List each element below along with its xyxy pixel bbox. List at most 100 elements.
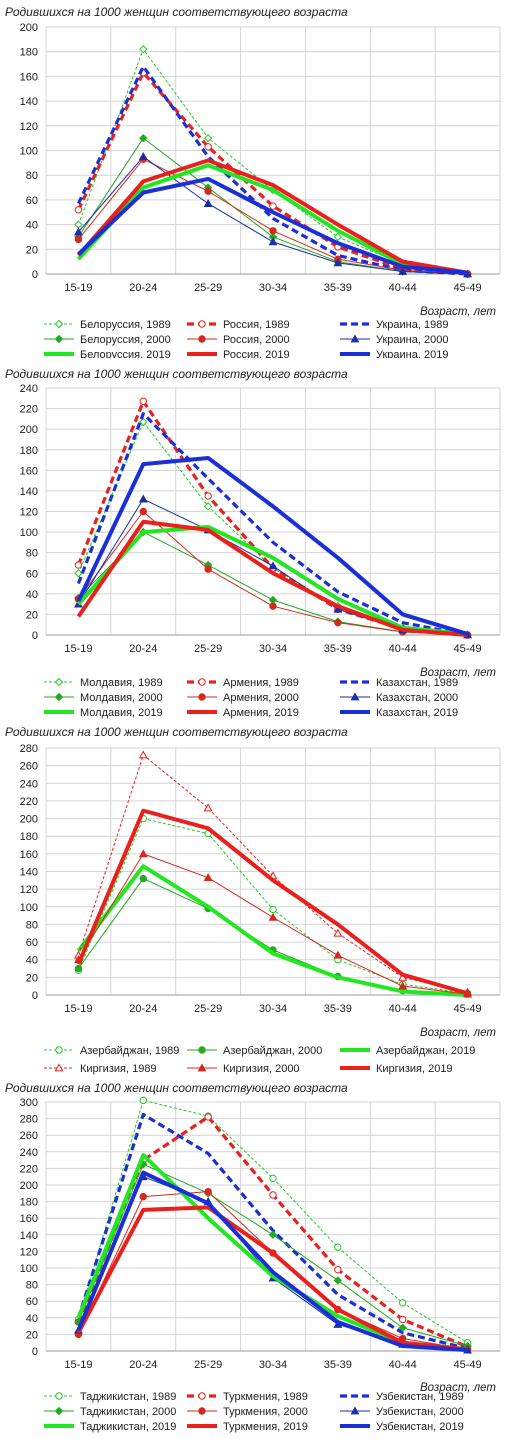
x-tick-label: 30-34 [259, 643, 287, 655]
legend-label: Казахстан, 2000 [376, 692, 458, 704]
y-tick-label: 140 [20, 1230, 38, 1242]
legend-label: Россия, 2019 [223, 349, 290, 358]
series-3 [73, 750, 473, 996]
data-point [268, 237, 278, 246]
legend-label: Украина, 2019 [376, 349, 448, 358]
data-point [268, 561, 278, 570]
data-point [74, 569, 83, 578]
chart-moldova-armenia-kazakhstan: Родившихся на 1000 женщин соответствующе… [5, 367, 501, 719]
x-tick-label: 25-29 [194, 282, 222, 294]
y-tick-label: 120 [20, 507, 38, 519]
x-axis-label: Возраст, лет [420, 667, 496, 679]
data-point [138, 152, 148, 161]
y-tick-label: 180 [20, 445, 38, 457]
legend-marker [350, 1406, 360, 1415]
x-axis-label: Возраст, лет [420, 1027, 496, 1039]
legend-label: Таджикистан, 1989 [80, 1391, 176, 1403]
legend-label: Украина, 2000 [376, 334, 448, 346]
legend: Таджикистан, 1989 Туркмения, 1989 Узбекист… [44, 1391, 464, 1433]
chart-belarus-russia-ukraine: Родившихся на 1000 женщин соответствующе… [5, 5, 501, 358]
series-4 [73, 849, 473, 998]
x-tick-label: 15-19 [64, 282, 92, 294]
data-point [74, 206, 83, 214]
y-tick-label: 240 [20, 383, 38, 395]
y-tick-label: 220 [20, 1163, 38, 1175]
y-tick-label: 80 [26, 919, 38, 931]
y-tick-label: 60 [26, 195, 38, 207]
y-tick-label: 160 [20, 71, 38, 83]
y-tick-label: 140 [20, 96, 38, 108]
y-tick-label: 100 [20, 527, 38, 539]
legend-label: Туркмения, 2019 [223, 1421, 308, 1433]
y-tick-label: 100 [20, 146, 38, 158]
data-point [139, 45, 148, 54]
legend-marker [198, 1392, 206, 1400]
legend-label: Туркмения, 2000 [223, 1406, 308, 1418]
x-tick-label: 35-39 [324, 282, 352, 294]
data-point [334, 1243, 342, 1251]
x-tick-label: 40-44 [389, 643, 417, 655]
legend-label: Армения, 2019 [223, 707, 299, 719]
legend-label: Узбекистан, 2000 [376, 1406, 464, 1418]
y-tick-label: 140 [20, 486, 38, 498]
legend-label: Белоруссия, 2000 [80, 334, 171, 346]
x-tick-label: 35-39 [324, 643, 352, 655]
y-tick-label: 0 [32, 269, 38, 281]
data-point [204, 187, 212, 195]
legend-marker [350, 692, 360, 701]
chart-title: Родившихся на 1000 женщин соответствующе… [5, 367, 348, 381]
data-point [139, 1096, 147, 1105]
legend-label: Белоруссия, 1989 [80, 319, 171, 331]
data-point [74, 561, 83, 569]
y-tick-label: 40 [26, 955, 38, 967]
y-tick-label: 60 [26, 1296, 38, 1308]
x-tick-label: 25-29 [194, 1003, 222, 1015]
x-tick-label: 25-29 [194, 643, 222, 655]
legend-marker [55, 1046, 63, 1054]
data-point [203, 198, 213, 207]
legend-label: Таджикистан, 2019 [80, 1421, 176, 1433]
y-tick-label: 20 [26, 972, 38, 984]
y-tick-label: 300 [20, 1097, 38, 1109]
series-3 [74, 527, 472, 640]
legend-label: Россия, 2000 [223, 334, 290, 346]
y-tick-label: 80 [26, 170, 38, 182]
legend-label: Азербайджан, 1989 [80, 1045, 179, 1057]
series-5 [76, 808, 469, 996]
y-tick-label: 20 [26, 609, 38, 621]
data-point [73, 227, 83, 236]
data-point [269, 202, 277, 210]
legend-label: Казахстан, 1989 [376, 677, 458, 689]
x-tick-label: 15-19 [64, 1359, 92, 1371]
chart-azerbaijan-kyrgyzstan: Родившихся на 1000 женщин соответствующе… [5, 725, 501, 1075]
data-point [138, 750, 148, 759]
data-point [203, 803, 213, 812]
data-point [204, 143, 212, 151]
y-tick-label: 60 [26, 937, 38, 949]
x-tick-label: 30-34 [259, 282, 287, 294]
legend-label: Узбекистан, 1989 [376, 1391, 464, 1403]
legend: Молдавия, 1989 Армения, 1989 Казахстан, 19… [44, 677, 458, 719]
data-point [334, 1265, 342, 1274]
data-point [268, 1230, 278, 1240]
data-point [334, 618, 342, 627]
series-line [76, 455, 469, 636]
series-line [76, 1205, 468, 1352]
legend-label: Азербайджан, 2000 [223, 1045, 322, 1057]
x-tick-label: 15-19 [64, 1003, 92, 1015]
y-tick-label: 220 [20, 796, 38, 808]
x-tick-label: 25-29 [194, 1359, 222, 1371]
series-0 [74, 1096, 472, 1347]
series-2 [76, 64, 468, 276]
series-5 [73, 1172, 473, 1354]
series-line [76, 163, 468, 275]
x-tick-label: 40-44 [389, 1003, 417, 1015]
series-4 [74, 155, 472, 278]
y-tick-label: 160 [20, 849, 38, 861]
x-tick-label: 30-34 [259, 1003, 287, 1015]
data-point [204, 1113, 212, 1121]
data-point [203, 873, 213, 882]
series-8 [77, 176, 468, 275]
data-point [333, 258, 343, 267]
